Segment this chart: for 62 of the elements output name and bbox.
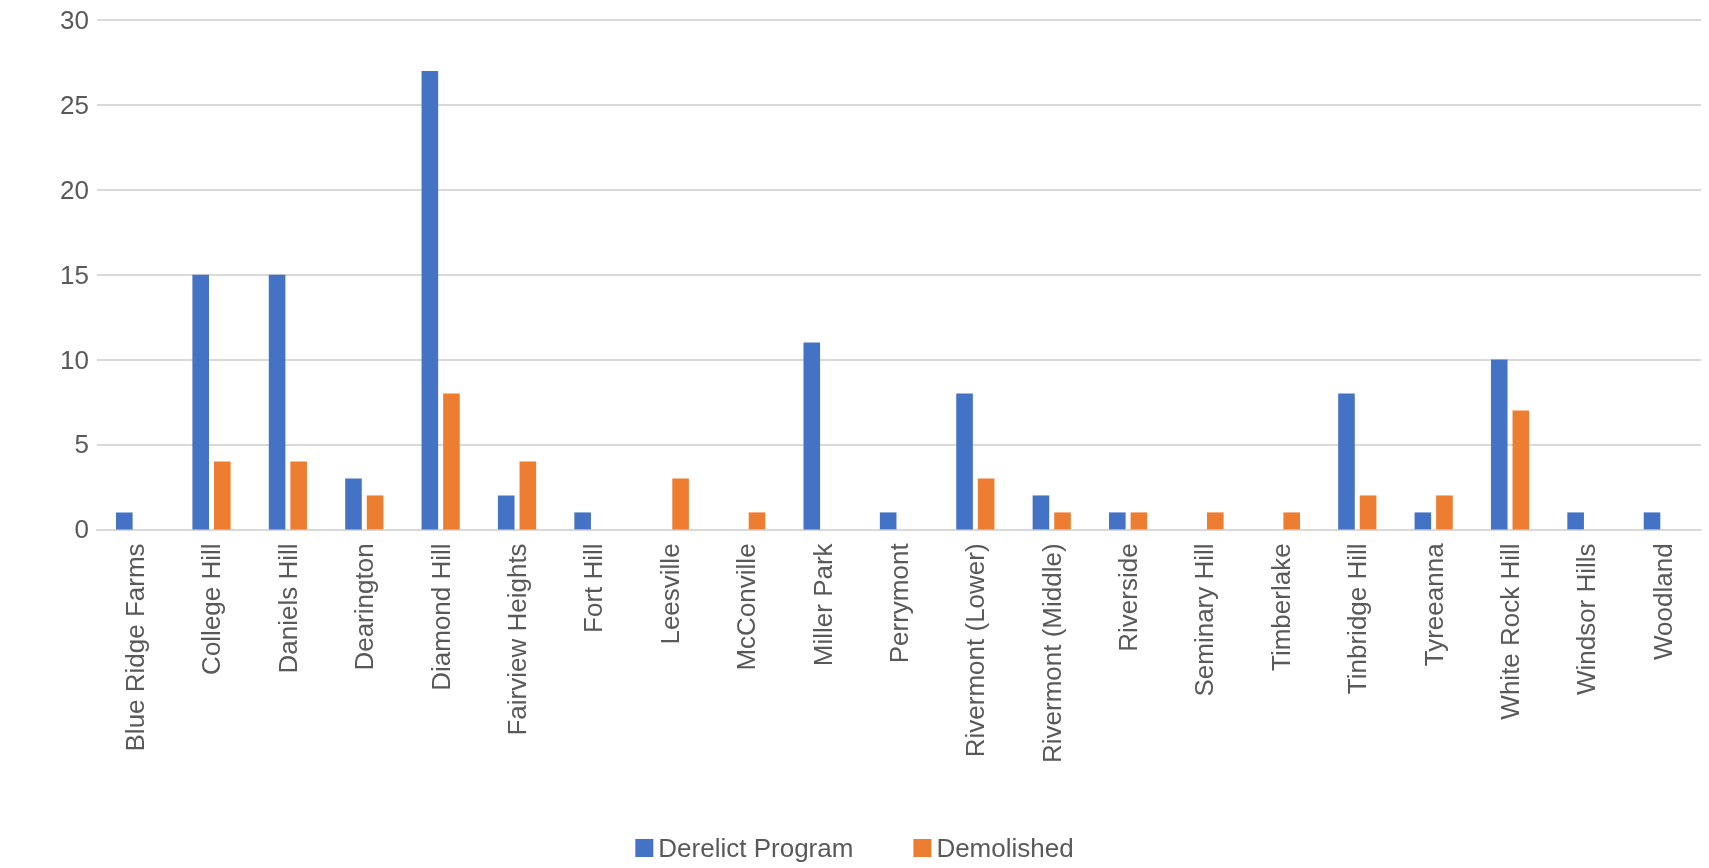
- bar: [1206, 512, 1224, 530]
- x-tick-label: Blue Ridge Farms: [120, 543, 151, 752]
- bar: [213, 461, 231, 530]
- bar: [1359, 495, 1377, 530]
- bar: [1109, 512, 1126, 530]
- x-tick-label: Perrymont: [883, 542, 914, 664]
- bar: [366, 495, 384, 530]
- y-tick-label: 0: [74, 514, 89, 545]
- x-tick-label: Windsor Hills: [1571, 543, 1602, 696]
- bar: [803, 342, 821, 530]
- x-tick-label: Riverside: [1113, 543, 1144, 652]
- x-tick-label: McConville: [731, 543, 762, 671]
- x-tick-label: Dearington: [349, 543, 380, 671]
- bar: [1512, 410, 1530, 530]
- x-tick-label: Fort Hill: [578, 543, 609, 633]
- x-tick-label: Rivermont (Middle): [1036, 543, 1067, 764]
- bar: [977, 478, 995, 530]
- x-tick-label: Rivermont (Lower): [960, 543, 991, 758]
- bar: [192, 274, 210, 530]
- y-tick-label: 25: [60, 89, 89, 120]
- bar: [672, 478, 689, 530]
- x-tick-label: Miller Park: [807, 542, 838, 667]
- x-tick-label: Fairview Heights: [502, 543, 533, 736]
- legend-label: Demolished: [936, 833, 1074, 863]
- bar: [1283, 512, 1300, 530]
- bar: [1130, 512, 1148, 530]
- bar: [421, 70, 439, 530]
- x-tick-label: Diamond Hill: [425, 543, 456, 691]
- x-tick-label: Leesville: [654, 543, 685, 645]
- x-tick-label: Tyreeanna: [1418, 542, 1449, 667]
- bar: [268, 274, 286, 530]
- bar: [1414, 512, 1432, 530]
- bar: [574, 512, 591, 530]
- legend-label: Derelict Program: [658, 833, 854, 863]
- bar: [748, 512, 766, 530]
- y-tick-label: 10: [60, 344, 89, 375]
- bar: [879, 512, 897, 530]
- y-tick-label: 5: [74, 429, 89, 460]
- bar: [1054, 512, 1071, 530]
- x-tick-label: Tinbridge Hill: [1342, 543, 1373, 695]
- bar: [1338, 393, 1355, 530]
- x-tick-label: College Hill: [196, 543, 227, 675]
- bar: [519, 461, 537, 530]
- bar: [1567, 512, 1584, 530]
- bar: [345, 478, 362, 530]
- bar: [956, 393, 973, 530]
- y-tick-label: 30: [60, 5, 89, 35]
- x-tick-label: White Rock Hill: [1495, 543, 1526, 720]
- bar: [497, 495, 515, 530]
- bar: [1490, 359, 1508, 530]
- y-tick-label: 20: [60, 174, 89, 205]
- bar: [443, 393, 460, 530]
- bar: [290, 461, 307, 530]
- y-tick-label: 15: [60, 259, 89, 290]
- bar: [1643, 512, 1661, 530]
- bar: [116, 512, 133, 530]
- bar: [1436, 495, 1453, 530]
- x-tick-label: Woodland: [1647, 543, 1678, 661]
- x-tick-label: Seminary Hill: [1189, 543, 1220, 697]
- bar: [1032, 495, 1050, 530]
- x-tick-label: Timberlake: [1265, 543, 1296, 672]
- x-tick-label: Daniels Hill: [272, 543, 303, 674]
